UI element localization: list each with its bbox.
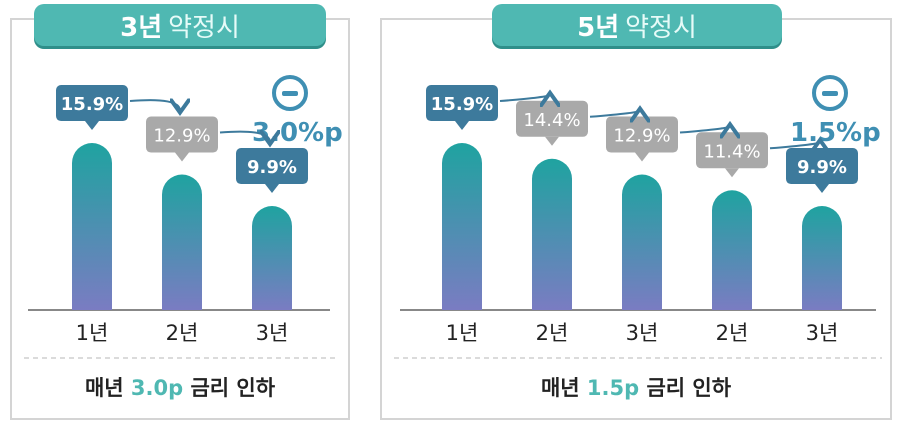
category-label: 3년 <box>626 321 659 345</box>
bar <box>442 143 482 310</box>
value-callout <box>696 132 768 169</box>
trend-arrow <box>499 95 550 101</box>
trend-arrow <box>589 111 640 117</box>
tab-3year: 3년 약정시 <box>34 4 326 46</box>
tab-5year: 5년 약정시 <box>492 4 782 46</box>
callout-pointer <box>175 152 189 162</box>
bar <box>622 174 662 310</box>
chart-0: 1년 15.9% 2년 12.9% 3년 9.9% <box>24 85 336 359</box>
category-label: 1년 <box>446 321 479 345</box>
trend-arrow <box>679 126 730 132</box>
value-callout <box>606 116 678 153</box>
callout-pointer <box>725 168 739 178</box>
value-label: 12.9% <box>613 126 670 147</box>
callout-pointer <box>545 136 559 146</box>
category-label: 3년 <box>806 321 839 345</box>
callout-pointer <box>265 184 279 194</box>
value-callout <box>426 85 498 122</box>
bar <box>712 190 752 310</box>
value-callout <box>146 116 218 153</box>
category-label: 3년 <box>256 321 289 345</box>
category-label: 2년 <box>536 321 569 345</box>
value-label: 9.9% <box>797 157 847 178</box>
footer-highlight: 1.5p <box>586 376 640 400</box>
value-callout <box>786 148 858 185</box>
minus-icon <box>812 75 848 111</box>
bar <box>72 143 112 310</box>
minus-icon <box>272 75 308 111</box>
callout-pointer <box>85 121 99 131</box>
bar <box>162 174 202 310</box>
callout-pointer <box>815 184 829 194</box>
delta-label: 1.5%p <box>790 118 881 148</box>
value-label: 11.4% <box>703 141 760 162</box>
callout-pointer <box>635 152 649 162</box>
tab-text: 약정시 <box>168 12 240 43</box>
bar <box>532 158 572 310</box>
footer-suffix: 금리 인하 <box>183 376 276 400</box>
value-callout <box>56 85 128 122</box>
bar <box>252 206 292 310</box>
category-label: 2년 <box>716 321 749 345</box>
trend-arrow <box>129 100 180 110</box>
category-label: 2년 <box>166 321 199 345</box>
value-label: 15.9% <box>431 94 493 115</box>
category-label: 1년 <box>76 321 109 345</box>
chart-1: 1년 15.9% 2년 14.4% 3년 12.9% 2년 11.4% 3년 9.9% <box>394 85 882 359</box>
value-label: 15.9% <box>61 94 123 115</box>
value-callout <box>236 148 308 185</box>
footer-suffix: 금리 인하 <box>639 376 732 400</box>
footer-highlight: 3.0p <box>130 376 184 400</box>
tab-number: 3년 <box>120 12 163 43</box>
tab-text: 약정시 <box>625 12 697 43</box>
footer-prefix: 매년 <box>84 376 131 400</box>
footer-3year: 매년 3.0p 금리 인하 <box>12 372 348 402</box>
callout-pointer <box>455 121 469 131</box>
value-label: 9.9% <box>247 157 297 178</box>
footer-prefix: 매년 <box>540 376 587 400</box>
value-callout <box>516 100 588 137</box>
value-label: 14.4% <box>523 110 580 131</box>
trend-arrow <box>769 142 820 148</box>
bar <box>802 206 842 310</box>
footer-5year: 매년 1.5p 금리 인하 <box>382 372 890 402</box>
trend-arrow <box>219 132 270 142</box>
tab-number: 5년 <box>577 12 620 43</box>
value-label: 12.9% <box>153 126 210 147</box>
